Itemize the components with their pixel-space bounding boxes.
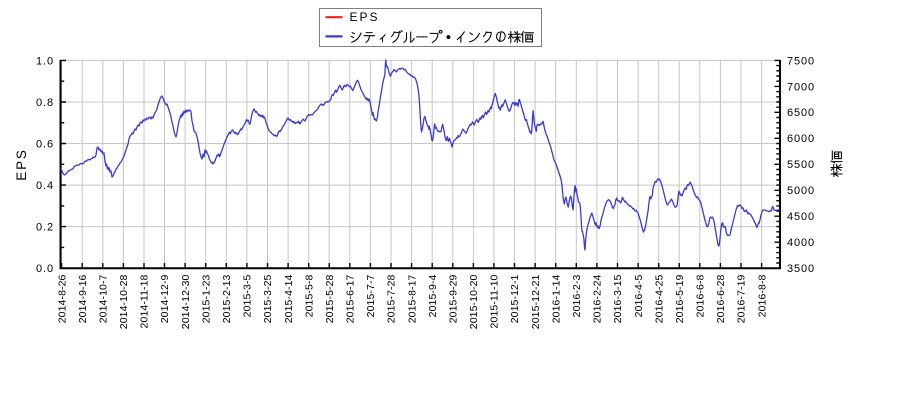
svg-text:2016-8-8: 2016-8-8	[756, 274, 768, 317]
svg-text:2015-11-10: 2015-11-10	[489, 274, 501, 328]
svg-text:4500: 4500	[787, 211, 815, 223]
svg-text:5000: 5000	[787, 185, 815, 197]
svg-text:2016-2-24: 2016-2-24	[592, 274, 604, 323]
svg-text:0.8: 0.8	[36, 97, 54, 109]
svg-text:EPS: EPS	[14, 148, 29, 180]
svg-text:2016-4-5: 2016-4-5	[633, 274, 645, 317]
svg-text:3500: 3500	[787, 263, 815, 275]
svg-text:2014-10-28: 2014-10-28	[118, 274, 130, 329]
svg-text:2014-12-30: 2014-12-30	[180, 274, 192, 329]
svg-text:7000: 7000	[787, 81, 815, 93]
svg-text:0.6: 0.6	[36, 138, 54, 150]
svg-text:2015-6-17: 2015-6-17	[345, 274, 357, 323]
svg-text:2016-2-3: 2016-2-3	[571, 274, 583, 317]
svg-text:2015-2-13: 2015-2-13	[221, 274, 233, 323]
svg-text:2016-6-8: 2016-6-8	[695, 274, 707, 317]
svg-text:2015-9-4: 2015-9-4	[427, 274, 439, 317]
svg-text:2014-9-16: 2014-9-16	[77, 274, 89, 323]
svg-text:0.0: 0.0	[36, 263, 54, 275]
svg-text:EPS: EPS	[350, 10, 380, 24]
svg-text:2016-7-19: 2016-7-19	[736, 274, 748, 323]
svg-text:2015-1-23: 2015-1-23	[200, 274, 212, 323]
svg-text:2014-12-9: 2014-12-9	[159, 274, 171, 323]
svg-text:4000: 4000	[787, 237, 815, 249]
svg-text:0.2: 0.2	[36, 222, 54, 234]
svg-text:2014-11-18: 2014-11-18	[139, 274, 151, 328]
svg-text:2015-4-14: 2015-4-14	[283, 274, 295, 323]
svg-text:2015-9-29: 2015-9-29	[448, 274, 460, 323]
svg-text:2015-5-8: 2015-5-8	[303, 274, 315, 317]
svg-text:1.0: 1.0	[36, 55, 54, 67]
svg-text:6500: 6500	[787, 107, 815, 119]
svg-text:2015-3-5: 2015-3-5	[242, 274, 254, 317]
svg-text:2015-8-17: 2015-8-17	[406, 274, 418, 323]
svg-text:2016-1-14: 2016-1-14	[550, 274, 562, 323]
svg-text:2016-3-15: 2016-3-15	[612, 274, 624, 323]
svg-text:2015-12-1: 2015-12-1	[509, 274, 521, 323]
svg-text:2015-10-20: 2015-10-20	[468, 274, 480, 329]
svg-text:2016-5-19: 2016-5-19	[674, 274, 686, 323]
svg-text:2015-7-7: 2015-7-7	[365, 274, 377, 317]
svg-text:2014-8-26: 2014-8-26	[56, 274, 68, 323]
svg-text:2015-5-28: 2015-5-28	[324, 274, 336, 323]
svg-text:5500: 5500	[787, 159, 815, 171]
svg-text:0.4: 0.4	[36, 180, 54, 192]
svg-text:2015-3-25: 2015-3-25	[262, 274, 274, 323]
svg-text:2015-7-28: 2015-7-28	[386, 274, 398, 323]
svg-text:2015-12-21: 2015-12-21	[530, 274, 542, 329]
svg-text:7500: 7500	[787, 55, 815, 67]
svg-text:6000: 6000	[787, 133, 815, 145]
svg-text:2014-10-7: 2014-10-7	[98, 274, 110, 323]
svg-text:2016-4-25: 2016-4-25	[653, 274, 665, 323]
svg-text:2016-6-28: 2016-6-28	[715, 274, 727, 323]
